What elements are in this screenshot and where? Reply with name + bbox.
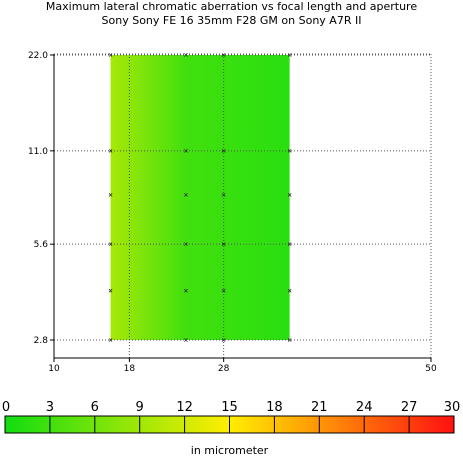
sample-marker [184, 148, 188, 153]
color-scale-tick-label: 6 [91, 400, 99, 415]
sample-marker [221, 242, 226, 247]
sample-marker [108, 192, 113, 197]
sample-marker [184, 288, 188, 293]
sample-marker [184, 192, 188, 197]
color-scale-tick-label: 0 [2, 400, 10, 415]
chart-plot: 10 18 28 50 2.8 5.6 11.0 22.0 [28, 51, 437, 374]
color-scale-tick-label: 24 [356, 400, 373, 415]
heatmap-region [110, 55, 290, 340]
color-scale-tick-label: 12 [176, 400, 193, 415]
sample-marker [287, 148, 292, 153]
chart-title: Maximum lateral chromatic aberration vs … [45, 0, 418, 13]
y-tick-label: 22.0 [28, 51, 48, 61]
y-tick-label: 2.8 [34, 336, 49, 346]
color-scale-tick-label: 21 [311, 400, 328, 415]
sample-marker [221, 338, 226, 342]
sample-marker [287, 242, 292, 247]
chart-title-block: Maximum lateral chromatic aberration vs … [0, 0, 463, 28]
sample-marker [221, 148, 226, 153]
sample-marker [287, 192, 292, 197]
color-scale-tick-label: 30 [444, 400, 461, 415]
sample-marker [108, 242, 113, 247]
sample-marker [287, 288, 292, 293]
color-scale-unit-label: in micrometer [191, 444, 269, 457]
sample-marker [221, 53, 226, 57]
color-scale-tick-label: 9 [136, 400, 144, 415]
sample-marker [108, 148, 113, 153]
chart-subtitle: Sony Sony FE 16 35mm F28 GM on Sony A7R … [101, 14, 362, 27]
color-scale-tick-label: 27 [401, 400, 418, 415]
sample-marker [108, 53, 113, 57]
x-tick-label: 10 [48, 364, 60, 374]
sample-marker [287, 53, 292, 57]
x-tick-label: 50 [425, 364, 437, 374]
sample-marker [184, 338, 188, 342]
sample-marker [287, 338, 292, 342]
x-tick-label: 28 [218, 364, 230, 374]
sample-marker [221, 288, 226, 293]
sample-marker [184, 242, 188, 247]
sample-marker [108, 288, 113, 293]
y-tick-label: 5.6 [34, 240, 49, 250]
color-scale-tick-label: 18 [266, 400, 283, 415]
color-scale-tick-label: 15 [221, 400, 238, 415]
sample-marker [108, 338, 113, 342]
y-tick-label: 11.0 [28, 147, 48, 157]
sample-marker [221, 192, 226, 197]
sample-marker [184, 53, 188, 57]
color-scale-tick-label: 3 [46, 400, 54, 415]
color-scale: 0 3 6 9 12 15 18 21 24 27 30 in micrometer [2, 400, 461, 457]
x-tick-label: 18 [124, 364, 136, 374]
